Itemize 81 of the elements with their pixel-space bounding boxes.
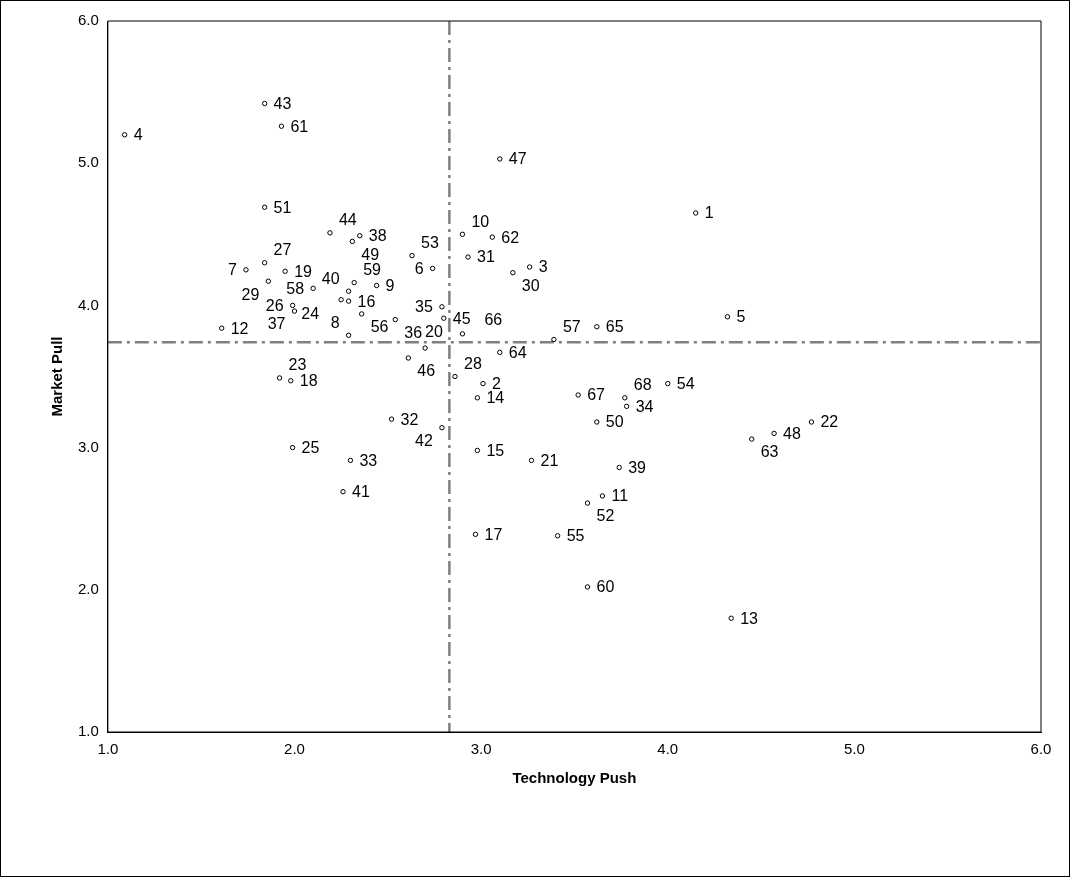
- annotation: 11: [611, 487, 629, 505]
- annotation: 56: [370, 318, 389, 336]
- annotation: 63: [760, 443, 779, 461]
- annotation: 68: [633, 376, 652, 394]
- annotation: 48: [783, 424, 802, 442]
- annotation: 38: [368, 227, 387, 245]
- annotation: 12: [230, 319, 249, 337]
- annotation: 58: [286, 279, 305, 297]
- x-tick-label: 6.0: [1030, 740, 1052, 758]
- annotation: 14: [486, 389, 505, 407]
- annotation: 3: [538, 258, 548, 276]
- annotation: 33: [359, 451, 378, 469]
- x-tick-label: 1.0: [97, 740, 119, 758]
- annotation: 45: [452, 309, 471, 327]
- annotation: 42: [415, 432, 434, 450]
- annotation: 40: [321, 269, 340, 287]
- annotation: 47: [508, 150, 527, 168]
- annotation: 34: [635, 397, 654, 415]
- annotation: 55: [566, 527, 585, 545]
- y-tick-label: 6.0: [77, 11, 99, 29]
- annotation: 67: [587, 386, 606, 404]
- annotation: 15: [486, 441, 505, 459]
- y-tick-label: 3.0: [77, 437, 99, 455]
- y-tick-label: 4.0: [77, 295, 99, 313]
- x-tick-label: 4.0: [657, 740, 679, 758]
- y-axis-title: Market Pull: [48, 336, 66, 417]
- annotation: 50: [605, 413, 624, 431]
- annotation: 25: [301, 439, 320, 457]
- annotation: 17: [484, 525, 503, 543]
- annotation: 30: [521, 277, 540, 295]
- annotation: 53: [421, 234, 439, 252]
- annotation: 60: [596, 578, 615, 596]
- annotation: 49: [361, 245, 380, 263]
- y-tick-label: 5.0: [77, 153, 99, 171]
- y-tick-label: 2.0: [77, 579, 99, 597]
- annotation: 66: [484, 311, 503, 329]
- y-tick-label: 1.0: [77, 722, 99, 740]
- annotation: 5: [736, 308, 746, 326]
- x-tick-label: 2.0: [284, 740, 305, 758]
- annotation: 10: [471, 212, 490, 230]
- annotation: 16: [357, 292, 376, 310]
- annotation: 35: [415, 298, 434, 316]
- annotation: 9: [385, 276, 395, 294]
- annotation: 19: [294, 262, 313, 280]
- annotation: 44: [338, 211, 357, 229]
- annotation: 54: [676, 375, 695, 393]
- annotation: 6: [414, 259, 424, 277]
- annotation: 65: [605, 318, 624, 336]
- annotation: 13: [740, 609, 759, 627]
- annotation: 43: [273, 94, 292, 112]
- annotation: 8: [330, 313, 340, 331]
- x-axis-title: Technology Push: [512, 769, 637, 787]
- annotation: 51: [273, 198, 292, 216]
- annotation: 57: [562, 317, 581, 335]
- annotation: 22: [820, 413, 839, 431]
- x-tick-label: 5.0: [843, 740, 865, 758]
- annotation: 27: [273, 241, 292, 259]
- annotation: 64: [508, 343, 527, 361]
- annotation: 4: [133, 126, 143, 144]
- annotation: 41: [352, 483, 370, 501]
- annotation: 32: [400, 410, 419, 428]
- annotation: 36: [404, 324, 423, 342]
- annotation: 39: [628, 458, 647, 476]
- annotation: 37: [267, 315, 286, 333]
- annotation: 1: [704, 204, 714, 222]
- annotation: 59: [363, 261, 382, 279]
- annotation: 46: [417, 362, 436, 380]
- annotation: 20: [425, 323, 444, 341]
- annotation: 31: [477, 248, 495, 266]
- annotation: 18: [299, 372, 318, 390]
- x-tick-label: 3.0: [470, 740, 492, 758]
- annotation: 28: [463, 354, 482, 372]
- annotation: 23: [288, 356, 307, 374]
- annotation: 26: [265, 296, 284, 314]
- annotation: 21: [540, 451, 559, 469]
- annotation: 62: [501, 228, 520, 246]
- annotation: 7: [228, 261, 238, 279]
- annotation: 29: [241, 285, 260, 303]
- annotation: 24: [301, 305, 320, 323]
- annotation: 61: [290, 117, 309, 135]
- annotation: 52: [596, 507, 615, 525]
